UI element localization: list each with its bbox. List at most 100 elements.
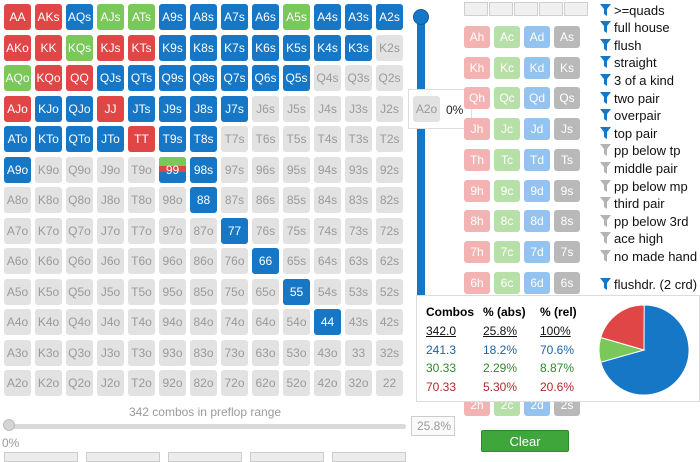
hand-cell-Q9s[interactable]: Q9s [159,65,186,91]
hand-class-pp-below-mp[interactable]: pp below mp [600,177,688,195]
board-slot-2[interactable] [489,2,513,16]
hand-cell-K7o[interactable]: K7o [35,217,62,244]
hand-cell-J2s[interactable]: J2s [376,95,403,122]
hand-cell-QQ[interactable]: QQ [66,65,93,91]
card-Kc[interactable]: Kc [494,56,520,79]
hand-cell-K2o[interactable]: K2o [35,370,62,396]
hand-class-straight[interactable]: straight [600,54,657,72]
hand-cell-A2s[interactable]: A2s [376,4,403,30]
card-9c[interactable]: 9c [494,179,520,202]
card-Qc[interactable]: Qc [494,87,520,110]
card-Th[interactable]: Th [464,148,490,171]
hand-cell-K7s[interactable]: K7s [221,34,248,61]
hand-cell-Q2s[interactable]: Q2s [376,65,403,91]
card-8h[interactable]: 8h [464,210,490,233]
hand-cell-A3o[interactable]: A3o [4,339,31,366]
hand-cell-Q8o[interactable]: Q8o [66,187,93,213]
hand-cell-QTs[interactable]: QTs [128,65,155,91]
hand-cell-96s[interactable]: 96s [252,156,279,183]
hand-cell-AKs[interactable]: AKs [35,4,62,30]
hand-cell-Q7o[interactable]: Q7o [66,217,93,244]
hand-cell-A9o[interactable]: A9o [4,156,31,183]
hand-cell-AQs[interactable]: AQs [66,4,93,30]
hand-cell-K5s[interactable]: K5s [283,34,310,61]
card-Ac[interactable]: Ac [494,26,520,48]
hand-class-no-made-hand[interactable]: no made hand [600,247,697,265]
card-Tc[interactable]: Tc [494,148,520,171]
card-Ah[interactable]: Ah [464,26,490,48]
hand-cell-97s[interactable]: 97s [221,156,248,183]
hand-cell-98s[interactable]: 98s [190,156,217,183]
hand-cell-52o[interactable]: 52o [283,370,310,396]
board-slot-1[interactable] [464,2,488,16]
hand-cell-92o[interactable]: 92o [159,370,186,396]
hand-cell-QJo[interactable]: QJo [66,95,93,122]
card-Qs[interactable]: Qs [554,87,580,110]
hand-cell-A8s[interactable]: A8s [190,4,217,30]
hand-cell-K3s[interactable]: K3s [345,34,372,61]
hand-cell-KQo[interactable]: KQo [35,65,62,91]
hand-cell-K5o[interactable]: K5o [35,278,62,305]
hand-cell-74s[interactable]: 74s [314,217,341,244]
hand-cell-97o[interactable]: 97o [159,217,186,244]
hand-cell-Q8s[interactable]: Q8s [190,65,217,91]
hand-cell-Q3o[interactable]: Q3o [66,339,93,366]
hand-cell-A6s[interactable]: A6s [252,4,279,30]
hand-cell-JTs[interactable]: JTs [128,95,155,122]
hand-cell-87s[interactable]: 87s [221,187,248,213]
hand-cell-Q4o[interactable]: Q4o [66,309,93,335]
hand-cell-94o[interactable]: 94o [159,309,186,335]
card-7d[interactable]: 7d [524,240,550,263]
card-8c[interactable]: 8c [494,210,520,233]
hand-cell-95o[interactable]: 95o [159,278,186,305]
hand-cell-QTo[interactable]: QTo [66,126,93,152]
hand-cell-76o[interactable]: 76o [221,248,248,274]
hand-cell-JTo[interactable]: JTo [97,126,124,152]
hand-cell-K6s[interactable]: K6s [252,34,279,61]
hand-cell-Q5s[interactable]: Q5s [283,65,310,91]
hand-cell-A2o[interactable]: A2o [4,370,31,396]
card-9h[interactable]: 9h [464,179,490,202]
hand-cell-T9o[interactable]: T9o [128,156,155,183]
hand-cell-74o[interactable]: 74o [221,309,248,335]
bottom-button-4[interactable] [250,452,324,462]
hand-cell-72s[interactable]: 72s [376,217,403,244]
hand-cell-85o[interactable]: 85o [190,278,217,305]
hand-cell-K8s[interactable]: K8s [190,34,217,61]
hand-cell-84s[interactable]: 84s [314,187,341,213]
bottom-button-1[interactable] [4,452,78,462]
hand-cell-96o[interactable]: 96o [159,248,186,274]
hand-cell-J3s[interactable]: J3s [345,95,372,122]
hand-cell-63s[interactable]: 63s [345,248,372,274]
hand-cell-52s[interactable]: 52s [376,278,403,305]
hand-cell-82o[interactable]: 82o [190,370,217,396]
hand-cell-KTo[interactable]: KTo [35,126,62,152]
hand-cell-J4s[interactable]: J4s [314,95,341,122]
hand-cell-AJs[interactable]: AJs [97,4,124,30]
hand-cell-J3o[interactable]: J3o [97,339,124,366]
hand-cell-65o[interactable]: 65o [252,278,279,305]
hand-cell-A5s[interactable]: A5s [283,4,310,30]
hand-cell-T3o[interactable]: T3o [128,339,155,366]
card-6d[interactable]: 6d [524,271,550,294]
hand-cell-JJ[interactable]: JJ [97,95,124,122]
card-7h[interactable]: 7h [464,240,490,263]
hand-cell-62s[interactable]: 62s [376,248,403,274]
hand-cell-J6o[interactable]: J6o [97,248,124,274]
card-Ad[interactable]: Ad [524,26,550,48]
hand-cell-A3s[interactable]: A3s [345,4,372,30]
hand-class-middle-pair[interactable]: middle pair [600,159,678,177]
hand-cell-T5s[interactable]: T5s [283,126,310,152]
hand-cell-44[interactable]: 44 [314,309,341,335]
hand-cell-K4s[interactable]: K4s [314,34,341,61]
hand-cell-85s[interactable]: 85s [283,187,310,213]
card-9d[interactable]: 9d [524,179,550,202]
hand-cell-T8o[interactable]: T8o [128,187,155,213]
hand-cell-J9s[interactable]: J9s [159,95,186,122]
card-8s[interactable]: 8s [554,210,580,233]
hand-cell-A4s[interactable]: A4s [314,4,341,30]
card-Jh[interactable]: Jh [464,118,490,141]
card-7c[interactable]: 7c [494,240,520,263]
hand-cell-73o[interactable]: 73o [221,339,248,366]
hand-class-two-pair[interactable]: two pair [600,89,660,107]
